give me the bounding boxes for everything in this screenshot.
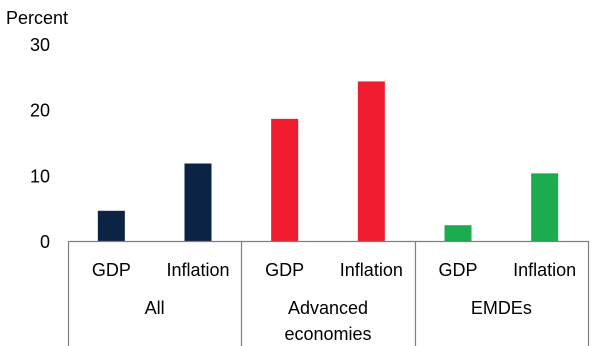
x-tick-label: Inflation [513,260,576,280]
x-tick-label: Inflation [166,260,229,280]
x-tick-label: GDP [92,260,131,280]
y-tick-label: 20 [30,101,50,121]
x-tick-label: Inflation [340,260,403,280]
y-tick-label: 10 [30,166,50,186]
group-label: economies [284,324,371,344]
bar [97,210,125,241]
bar [444,225,472,241]
y-axis-ticks: 0 10 20 30 [30,35,50,252]
y-axis-label: Percent [6,8,68,28]
bars [97,81,559,242]
bar [184,163,212,241]
group-label: EMDEs [471,298,532,318]
bar [271,118,299,241]
x-tick-label: GDP [438,260,477,280]
bar [357,81,385,242]
group-label: All [145,298,165,318]
group-label: Advanced [288,298,368,318]
y-tick-label: 0 [40,232,50,252]
bar [531,173,559,241]
x-axis [67,240,590,346]
y-tick-label: 30 [30,35,50,55]
x-tick-label: GDP [265,260,304,280]
